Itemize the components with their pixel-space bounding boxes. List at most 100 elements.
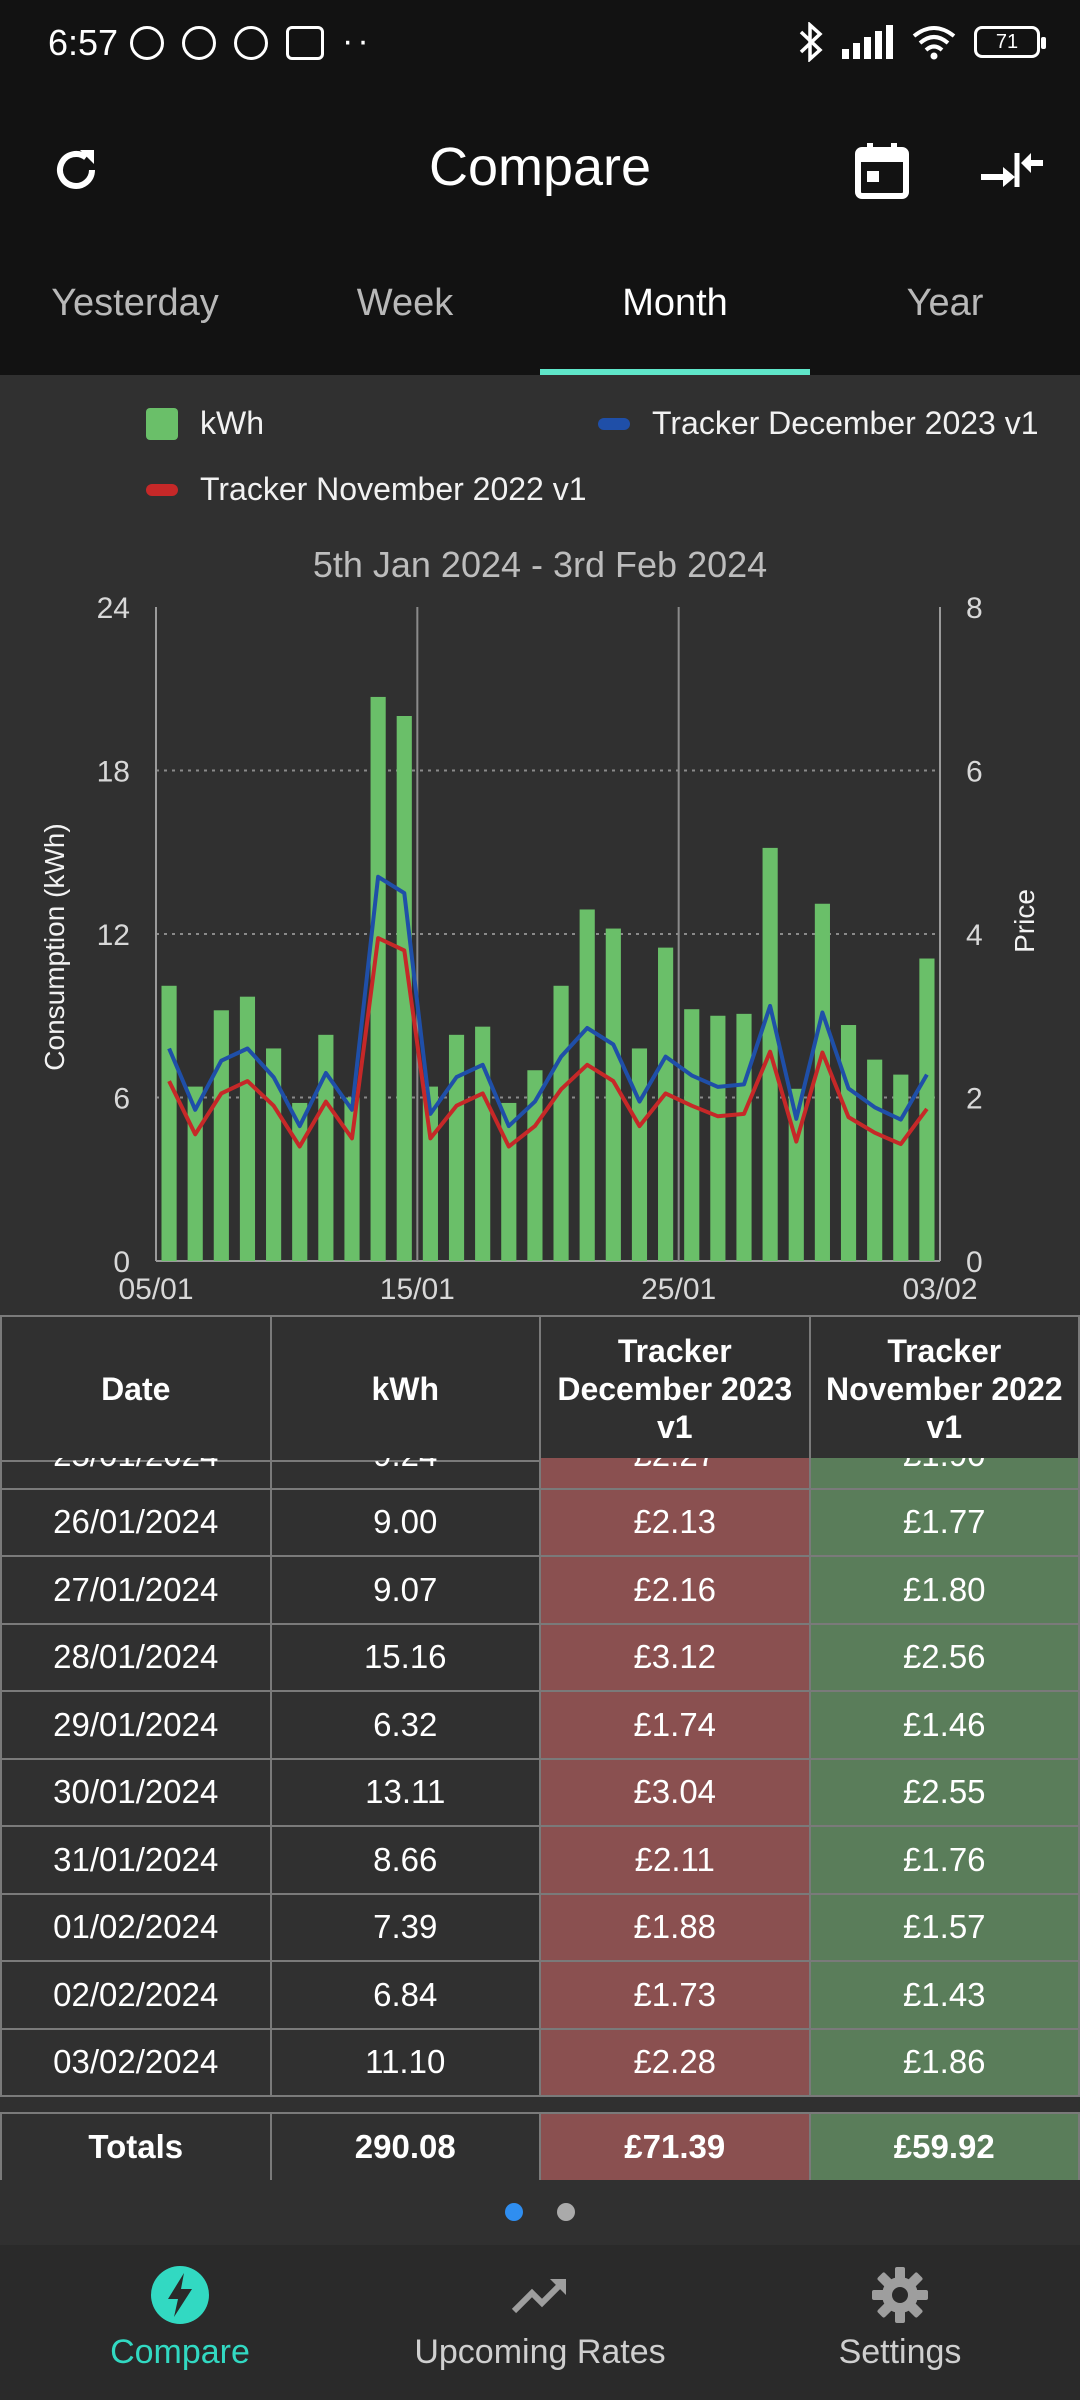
cell-nov: £2.56 <box>808 1622 1080 1692</box>
bar-kwh <box>422 1086 438 1261</box>
cell-dec: £3.04 <box>539 1757 811 1827</box>
compare-arrows-icon <box>981 153 1043 187</box>
bar-kwh <box>840 1025 857 1261</box>
y-axis-label: Consumption (kWh) <box>39 823 70 1070</box>
calendar-icon <box>855 143 909 199</box>
header-date: Date <box>0 1315 272 1462</box>
cell-date: 26/01/2024 <box>0 1487 272 1557</box>
table-row: 28/01/2024 15.16 £3.12 £2.56 <box>0 1622 1080 1692</box>
nav-upcoming-rates-label: Upcoming Rates <box>414 2333 666 2371</box>
cell-date: 25/01/2024 <box>0 1458 272 1490</box>
cell-dec: £2.16 <box>539 1555 811 1625</box>
legend-swatch-nov <box>146 483 178 496</box>
bar-kwh <box>736 1013 752 1261</box>
cell-nov: £1.76 <box>808 1825 1080 1895</box>
tab-yesterday[interactable]: Yesterday <box>51 282 219 324</box>
header-kwh: kWh <box>269 1315 541 1462</box>
nav-compare-label: Compare <box>110 2333 250 2371</box>
compare-toggle-button[interactable] <box>972 130 1052 210</box>
legend-nov[interactable]: Tracker November 2022 v1 <box>146 471 587 508</box>
y2-tick-label: 0 <box>966 1246 983 1279</box>
bar-kwh <box>579 909 595 1261</box>
refresh-button[interactable] <box>36 130 116 210</box>
bar-kwh <box>187 1086 203 1261</box>
more-notifications-icon: ·· <box>342 22 373 60</box>
page-indicator <box>0 2203 1080 2221</box>
tab-month[interactable]: Month <box>540 250 810 375</box>
legend-kwh[interactable]: kWh <box>146 405 264 442</box>
y2-tick-label: 6 <box>966 756 983 789</box>
chrome-icon <box>234 26 268 60</box>
line-tracker-dec-2023 <box>167 874 929 1129</box>
header-dec-line: December 2023 <box>557 1370 793 1407</box>
wifi-icon <box>912 26 956 60</box>
bar-kwh <box>710 1015 726 1261</box>
page-dot-active[interactable] <box>505 2203 523 2221</box>
bar-kwh <box>631 1048 648 1261</box>
bar-kwh <box>318 1034 334 1261</box>
tab-week[interactable]: Week <box>356 282 454 324</box>
table-row: 29/01/2024 6.32 £1.74 £1.46 <box>0 1690 1080 1760</box>
notification-icons: ·· <box>130 22 373 60</box>
cell-date: 30/01/2024 <box>0 1757 272 1827</box>
totals-dec: £71.39 <box>539 2112 811 2180</box>
chart-title: 5th Jan 2024 - 3rd Feb 2024 <box>313 544 767 585</box>
bar-kwh <box>370 696 386 1261</box>
tab-year[interactable]: Year <box>906 282 984 324</box>
cell-nov: £1.43 <box>808 1960 1080 2030</box>
cell-nov: £1.80 <box>808 1555 1080 1625</box>
totals-row: Totals 290.08 £71.39 £59.92 <box>0 2112 1080 2180</box>
x-tick-label: 15/01 <box>380 1273 455 1306</box>
bottom-nav: Compare Upcoming Rates Settings <box>0 2245 1080 2400</box>
table-row: 31/01/2024 8.66 £2.11 £1.76 <box>0 1825 1080 1895</box>
cell-dec: £2.11 <box>539 1825 811 1895</box>
cell-kwh: 11.10 <box>269 2027 541 2097</box>
period-tabs: Yesterday Week Month Year <box>0 250 1080 375</box>
nav-upcoming-rates[interactable]: Upcoming Rates <box>360 2245 720 2400</box>
header-nov: Tracker November 2022 v1 <box>808 1315 1080 1462</box>
x-tick-label: 25/01 <box>641 1273 716 1306</box>
bolt-icon <box>151 2266 209 2324</box>
nav-compare[interactable]: Compare <box>0 2245 360 2400</box>
chrome-icon <box>182 26 216 60</box>
cell-dec: £2.28 <box>539 2027 811 2097</box>
cell-dec: £2.27 <box>539 1458 811 1490</box>
table-row: 02/02/2024 6.84 £1.73 £1.43 <box>0 1960 1080 2030</box>
bar-kwh <box>213 1010 229 1261</box>
cell-nov: £1.86 <box>808 2027 1080 2097</box>
y-tick-label: 24 <box>97 592 130 625</box>
cell-nov: £1.46 <box>808 1690 1080 1760</box>
status-bar: 6:57 ·· 71 <box>0 0 1080 90</box>
y2-tick-label: 4 <box>966 919 983 952</box>
chart-area: kWh Tracker December 2023 v1 Tracker Nov… <box>0 375 1080 1315</box>
calendar-button[interactable] <box>842 130 922 210</box>
gallery-icon <box>286 26 324 60</box>
cost-table: Date kWh Tracker December 2023 v1 Tracke… <box>0 1315 1080 2180</box>
table-row: 30/01/2024 13.11 £3.04 £2.55 <box>0 1757 1080 1827</box>
bar-kwh <box>239 996 256 1261</box>
y-tick-label: 6 <box>113 1083 130 1116</box>
header-dec: Tracker December 2023 v1 <box>539 1315 811 1462</box>
y-tick-label: 12 <box>97 919 130 952</box>
legend-dec[interactable]: Tracker December 2023 v1 <box>598 405 1039 442</box>
cell-kwh: 6.32 <box>269 1690 541 1760</box>
signal-icon <box>842 25 893 59</box>
cell-kwh: 8.66 <box>269 1825 541 1895</box>
app-bar: Compare <box>0 90 1080 250</box>
cell-dec: £1.74 <box>539 1690 811 1760</box>
nav-settings[interactable]: Settings <box>720 2245 1080 2400</box>
cell-dec: £1.73 <box>539 1960 811 2030</box>
cell-date: 28/01/2024 <box>0 1622 272 1692</box>
page-dot[interactable] <box>557 2203 575 2221</box>
totals-label: Totals <box>0 2112 272 2180</box>
header-nov-line: Tracker <box>887 1332 1002 1369</box>
cell-dec: £2.13 <box>539 1487 811 1557</box>
y-tick-label: 18 <box>97 756 130 789</box>
legend-label-dec: Tracker December 2023 v1 <box>652 405 1039 441</box>
status-time: 6:57 <box>48 22 119 63</box>
system-icons: 71 <box>798 22 1046 62</box>
bar-kwh <box>684 1009 700 1261</box>
legend-swatch-kwh <box>146 407 178 440</box>
trending-up-icon <box>511 2279 566 2314</box>
